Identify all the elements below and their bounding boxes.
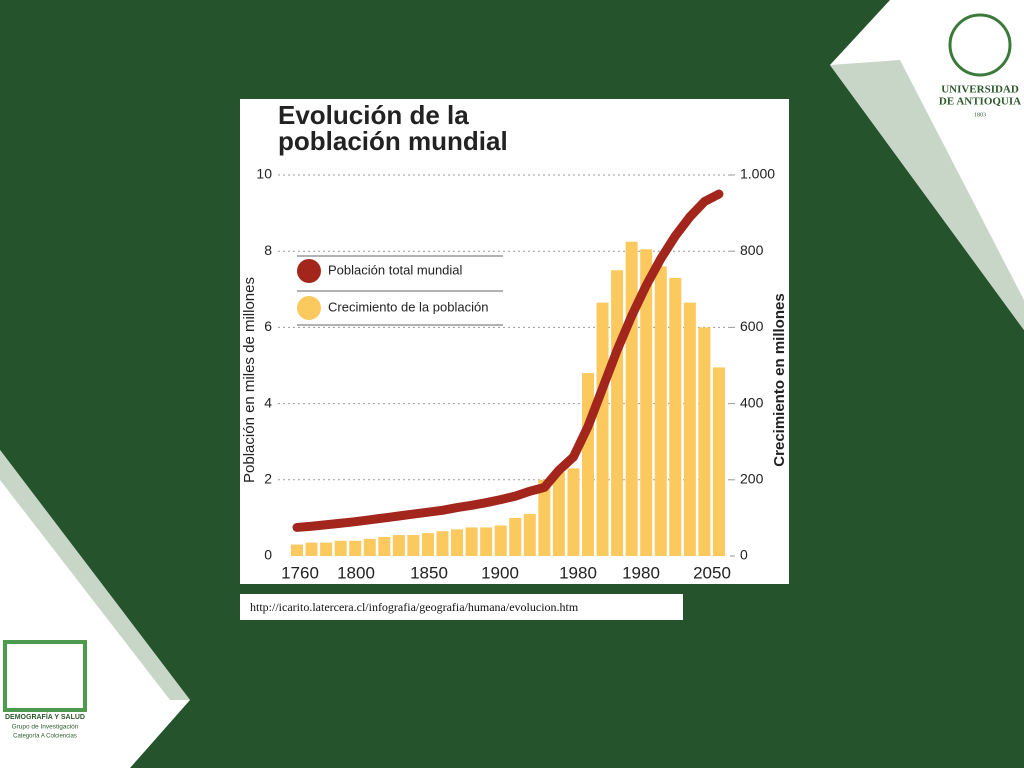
x-tick-label: 1850	[410, 563, 448, 582]
line	[292, 189, 724, 532]
bar	[305, 542, 318, 556]
legend-label: Población total mundial	[328, 262, 463, 277]
bar	[523, 514, 536, 556]
y-tick-label: 6	[264, 318, 272, 334]
page-curl-shade	[0, 450, 190, 700]
bar	[611, 270, 624, 556]
y2-tick-label: 1.000	[740, 166, 775, 182]
y2-tick-label: 600	[740, 318, 764, 334]
page-curl-shade	[830, 60, 1024, 330]
y-tick-label: 8	[264, 242, 272, 258]
logo-text: UNIVERSIDAD	[941, 84, 1019, 96]
x-tick-label: 1800	[337, 563, 375, 582]
logo-text: DE ANTIOQUIA	[939, 96, 1021, 108]
source-url: http://icarito.latercera.cl/infografia/g…	[240, 594, 683, 620]
chart-background	[240, 99, 789, 584]
bar	[392, 535, 405, 556]
y-tick-label: 2	[264, 471, 272, 487]
bar	[567, 468, 580, 556]
y2-tick-label: 800	[740, 242, 764, 258]
bar	[349, 540, 362, 556]
bar	[669, 277, 682, 556]
x-tick-label: 1760	[281, 563, 319, 582]
bar	[421, 533, 434, 556]
y2-tick-label: 0	[740, 547, 748, 563]
bar	[363, 538, 376, 556]
bar	[436, 531, 449, 556]
bar	[334, 540, 347, 556]
bar	[465, 527, 478, 556]
group-logo	[3, 640, 87, 712]
y2-tick-label: 200	[740, 471, 764, 487]
x-tick-label: 1980	[622, 563, 660, 582]
bar	[654, 266, 667, 556]
legend-label: Crecimiento de la población	[328, 299, 488, 314]
y-tick-label: 4	[264, 394, 272, 410]
bar	[494, 525, 507, 556]
y2-tick-label: 400	[740, 394, 764, 410]
bar	[509, 517, 522, 556]
bar	[538, 479, 551, 556]
y-axis-label: Población en miles de millones	[241, 277, 258, 483]
bar	[698, 327, 711, 556]
y-tick-label: 0	[264, 547, 272, 563]
legend-swatch	[297, 259, 321, 283]
bar	[407, 535, 420, 556]
logo-text: Categoría A Colciencias	[13, 734, 77, 740]
bar	[712, 367, 725, 556]
bar	[625, 241, 638, 557]
bar	[552, 472, 565, 556]
bar	[291, 544, 303, 556]
bar	[451, 529, 464, 556]
legend-swatch	[297, 296, 321, 320]
x-tick-label: 1900	[481, 563, 519, 582]
logo-text: DEMOGRAFÍA Y SALUD	[5, 712, 85, 721]
bar	[640, 249, 653, 557]
bar	[582, 373, 594, 556]
bar	[378, 536, 391, 556]
bar	[683, 302, 696, 556]
y-tick-label: 10	[256, 166, 272, 182]
x-tick-label: 2050	[693, 563, 731, 582]
x-tick-label: 1980	[559, 563, 597, 582]
y2-axis-label: Crecimiento en millones	[771, 293, 788, 466]
bar	[480, 527, 493, 556]
bar	[320, 542, 333, 556]
logo-text: Grupo de Investigación	[12, 724, 79, 731]
bar	[596, 302, 609, 556]
chart-title: Evolución de la población mundial	[278, 100, 508, 156]
university-seal	[948, 13, 1012, 77]
logo-text: 1803	[974, 112, 986, 118]
